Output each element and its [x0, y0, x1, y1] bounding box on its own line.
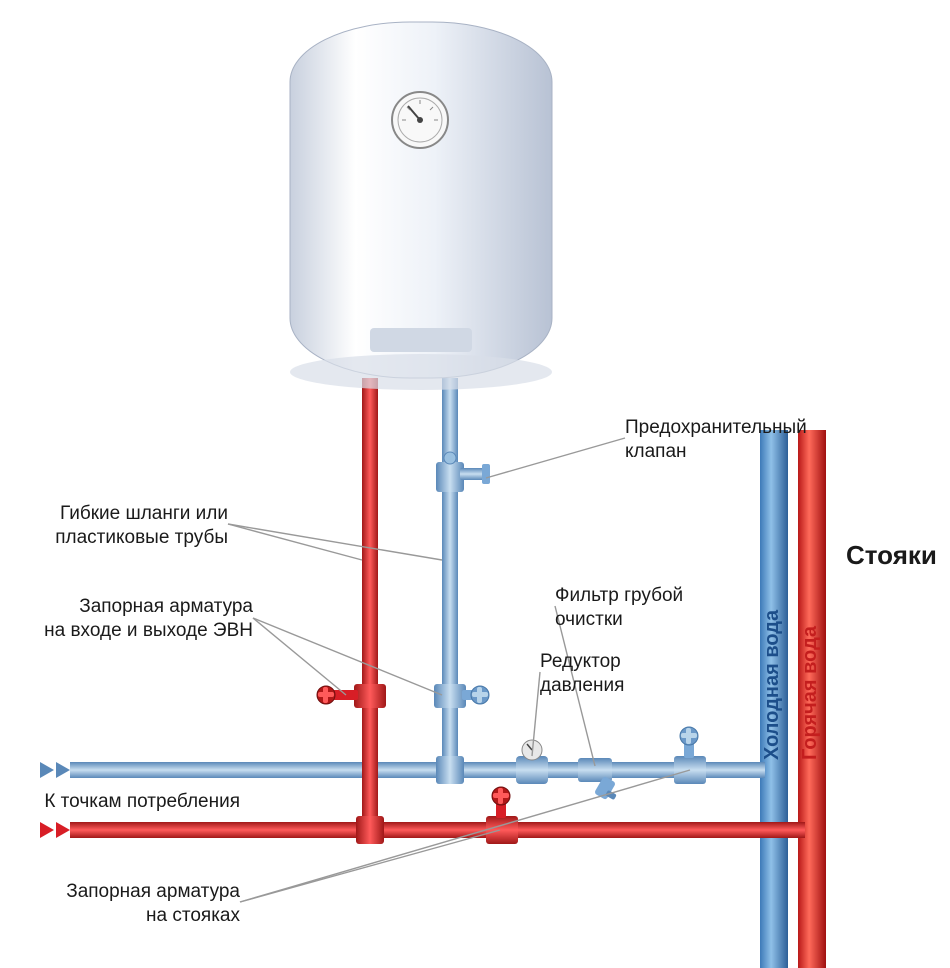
riser-shutoff-cold-icon: [674, 727, 706, 784]
pressure-reducer-label: Редуктор давления: [540, 650, 624, 698]
cold-water-riser-label: Холодная вода: [761, 609, 783, 760]
flex-hoses-label: Гибкие шланги или пластиковые трубы: [55, 502, 228, 550]
risers-label: Стояки: [846, 540, 937, 571]
safety-valve-icon: [436, 452, 490, 492]
shutoff-valve-hot-icon: [317, 684, 386, 708]
riser-shutoff-hot-icon: [486, 787, 518, 844]
water-heater-tank: [290, 22, 552, 390]
shutoff-io-label: Запорная арматура на входе и выходе ЭВН: [44, 595, 253, 643]
shutoff-valve-cold-icon: [434, 684, 489, 708]
hot-tee: [356, 816, 384, 844]
cold-down-pipe: [442, 378, 458, 770]
diagram-canvas: Холодная вода Горячая вода: [0, 0, 950, 968]
horiz-cold-pipe: [70, 762, 765, 778]
shutoff-risers-label: Запорная арматура на стояках: [66, 880, 240, 928]
cold-tee: [436, 756, 464, 784]
pressure-reducer-icon: [516, 740, 548, 784]
hot-down-pipe: [362, 378, 378, 830]
hot-water-riser-label: Горячая вода: [799, 625, 821, 760]
to-consumption-label: К точкам потребления: [44, 790, 240, 814]
safety-valve-label: Предохранительный клапан: [625, 416, 807, 464]
horiz-hot-pipe: [70, 822, 805, 838]
flow-arrow-cold-icon: [40, 762, 70, 778]
flow-arrow-hot-icon: [40, 822, 70, 838]
coarse-filter-label: Фильтр грубой очистки: [555, 584, 683, 632]
